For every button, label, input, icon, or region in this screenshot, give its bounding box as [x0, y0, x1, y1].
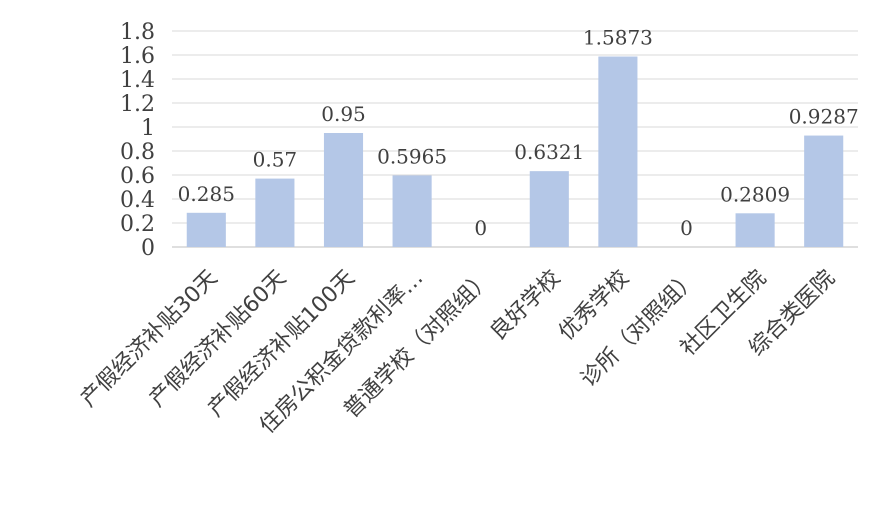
category-label: 良好学校 [486, 266, 566, 346]
y-tick-label: 1.6 [120, 44, 155, 69]
bar [255, 178, 295, 247]
data-label: 0.6321 [514, 140, 584, 164]
y-tick-label: 0.8 [120, 140, 155, 165]
bar [392, 175, 432, 247]
y-tick-label: 0.4 [120, 188, 155, 213]
y-tick-label: 1.4 [120, 68, 155, 93]
data-label: 0.2809 [720, 182, 790, 206]
bar [598, 56, 638, 247]
bar [804, 135, 844, 247]
bar [735, 213, 775, 247]
data-label: 0 [680, 216, 693, 240]
data-label: 0 [474, 216, 487, 240]
bars [186, 56, 844, 247]
category-label: 诊所（对照组） [576, 266, 703, 393]
data-labels: 0.285 0.57 0.95 0.5965 0 0.6321 1.5873 0 0.2809 0… [178, 26, 859, 240]
category-labels: 产假经济补贴30天产假经济补贴60天产假经济补贴100天住房公积金贷款利率…普通… [76, 266, 840, 439]
data-label: 0.57 [253, 148, 298, 172]
data-label: 0.95 [321, 102, 366, 126]
y-tick-label: 1.2 [120, 92, 155, 117]
bar [529, 171, 569, 247]
y-tick-label: 1.8 [120, 20, 155, 45]
data-label: 0.285 [178, 182, 235, 206]
y-tick-label: 0 [141, 236, 155, 261]
y-tick-label: 0.6 [120, 164, 155, 189]
data-label: 1.5873 [583, 26, 653, 50]
data-label: 0.5965 [377, 144, 447, 168]
y-axis-ticks: 00.20.40.60.811.21.41.61.8 [120, 20, 155, 261]
bar [186, 212, 226, 247]
data-label: 0.9287 [789, 105, 859, 129]
y-tick-label: 1 [141, 116, 155, 141]
y-tick-label: 0.2 [120, 212, 155, 237]
bar [323, 133, 364, 247]
